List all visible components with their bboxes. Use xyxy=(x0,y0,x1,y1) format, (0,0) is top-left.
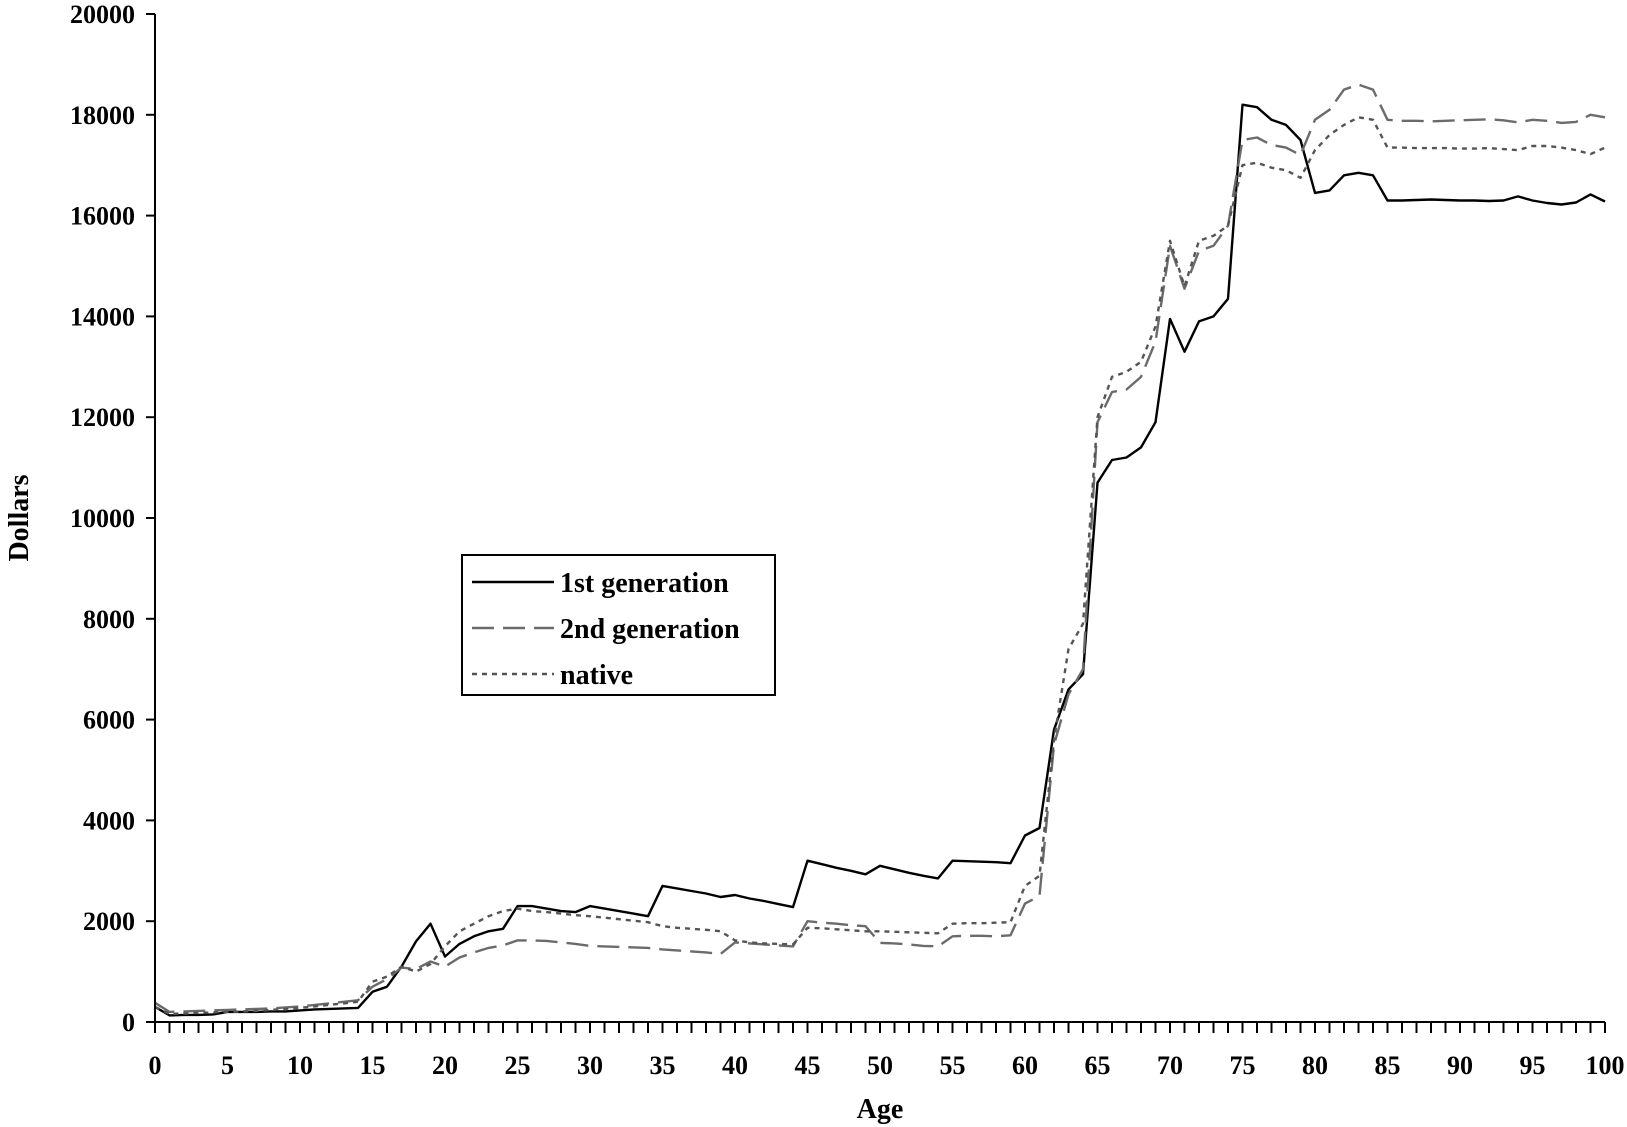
x-tick-label: 45 xyxy=(795,1051,821,1080)
x-tick-label: 60 xyxy=(1012,1051,1038,1080)
y-axis-title: Dollars xyxy=(4,474,35,561)
x-tick-label: 40 xyxy=(722,1051,748,1080)
series-lines xyxy=(154,83,1606,1017)
x-tick-label: 90 xyxy=(1447,1051,1473,1080)
x-tick-label: 70 xyxy=(1157,1051,1183,1080)
x-tick-label: 15 xyxy=(360,1051,386,1080)
legend-label-2: native xyxy=(560,660,633,691)
x-tick-label: 100 xyxy=(1586,1051,1625,1080)
y-tick-label: 2000 xyxy=(83,907,135,936)
x-tick-label: 10 xyxy=(287,1051,313,1080)
x-tick-label: 50 xyxy=(867,1051,893,1080)
ticks xyxy=(146,13,1606,1033)
legend-box xyxy=(461,554,776,696)
x-tick-label: 80 xyxy=(1302,1051,1328,1080)
legend-label-0: 1st generation xyxy=(560,568,729,599)
tick-labels: 0 2000 4000 6000 8000 10000 12000 14000 16000 180… xyxy=(70,0,1625,1080)
y-tick-label: 14000 xyxy=(70,302,135,331)
y-tick-label: 0 xyxy=(122,1008,135,1037)
y-tick-label: 12000 xyxy=(70,403,135,432)
x-tick-label: 20 xyxy=(432,1051,458,1080)
y-tick-label: 20000 xyxy=(70,0,135,29)
x-tick-label: 35 xyxy=(650,1051,676,1080)
series-line-1 xyxy=(154,83,1606,1014)
y-tick-label: 16000 xyxy=(70,202,135,231)
x-tick-label: 65 xyxy=(1085,1051,1111,1080)
x-tick-label: 0 xyxy=(149,1051,162,1080)
x-tick-label: 5 xyxy=(221,1051,234,1080)
y-tick-label: 18000 xyxy=(70,101,135,130)
series-line-2 xyxy=(154,116,1606,1016)
x-tick-label: 25 xyxy=(505,1051,531,1080)
y-tick-label: 8000 xyxy=(83,605,135,634)
x-tick-label: 85 xyxy=(1375,1051,1401,1080)
x-tick-label: 55 xyxy=(940,1051,966,1080)
y-tick-label: 10000 xyxy=(70,504,135,533)
legend-label-1: 2nd generation xyxy=(560,614,740,645)
legend: 1st generation 2nd generation native xyxy=(461,554,776,696)
series-line-0 xyxy=(154,103,1606,1017)
axes xyxy=(154,14,1605,1023)
x-tick-label: 75 xyxy=(1230,1051,1256,1080)
y-tick-label: 6000 xyxy=(83,706,135,735)
x-axis-title: Age xyxy=(857,1094,904,1125)
x-tick-label: 95 xyxy=(1520,1051,1546,1080)
x-tick-label: 30 xyxy=(577,1051,603,1080)
y-tick-label: 4000 xyxy=(83,806,135,835)
